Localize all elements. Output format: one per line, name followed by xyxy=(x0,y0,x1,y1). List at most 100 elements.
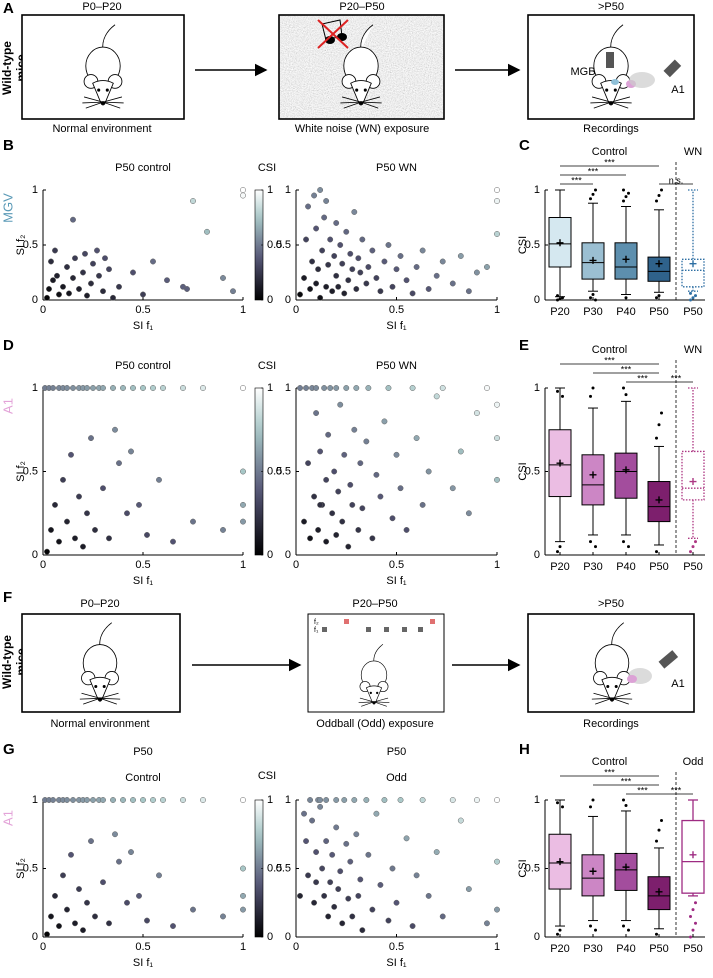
colorbar-tick-label: 0.5 xyxy=(267,239,282,251)
flier xyxy=(558,545,562,549)
point xyxy=(329,851,336,858)
point xyxy=(393,899,400,906)
point xyxy=(116,283,122,290)
point xyxy=(116,460,122,467)
point xyxy=(363,438,370,445)
flier xyxy=(556,932,559,936)
box xyxy=(681,450,705,501)
significance-label: *** xyxy=(671,373,682,383)
point xyxy=(56,923,62,929)
point xyxy=(90,260,96,267)
point xyxy=(381,797,388,803)
x-tick-label: 0.5 xyxy=(135,559,150,571)
point xyxy=(343,840,350,847)
point xyxy=(419,797,426,803)
colorbar-tick-label: 0 xyxy=(267,931,273,943)
point xyxy=(323,198,330,204)
stage-box xyxy=(278,14,445,120)
point xyxy=(50,797,56,803)
flier xyxy=(591,192,595,196)
significance-label: *** xyxy=(571,175,582,185)
x-tick-label: 0.5 xyxy=(389,559,404,571)
point xyxy=(323,838,330,845)
point xyxy=(313,410,320,416)
x-tick-label: 1 xyxy=(494,941,500,953)
point xyxy=(72,255,78,262)
point xyxy=(353,831,360,838)
point xyxy=(345,277,352,284)
point xyxy=(365,385,372,391)
point xyxy=(449,485,456,492)
y-axis-label-group: SI f₂ xyxy=(15,858,27,879)
region-label: MGV xyxy=(0,193,15,223)
flier xyxy=(694,294,697,298)
point xyxy=(425,468,432,475)
electrode-shadow xyxy=(629,72,655,88)
point xyxy=(60,476,66,483)
flier xyxy=(558,297,562,301)
x-axis-label: SI f₁ xyxy=(386,320,407,332)
point xyxy=(150,258,156,265)
y-tick-label: 1 xyxy=(285,794,291,806)
flier xyxy=(624,296,628,300)
point xyxy=(413,435,420,442)
point xyxy=(190,198,196,204)
point xyxy=(44,931,50,938)
y-tick-label: 1 xyxy=(534,382,540,394)
panel-f: F Wild-type mice P0–P20 Normal environme… xyxy=(0,589,695,730)
point xyxy=(494,231,500,237)
mean xyxy=(556,239,564,247)
point xyxy=(112,831,118,838)
point xyxy=(100,385,106,391)
point xyxy=(120,797,126,803)
region-label: A1 xyxy=(671,84,684,96)
point xyxy=(359,505,366,512)
flier xyxy=(594,928,597,932)
point xyxy=(365,851,372,858)
panel-letter: F xyxy=(3,589,12,606)
mean xyxy=(589,867,597,875)
chart-title: P50 WN xyxy=(376,162,417,174)
point xyxy=(331,903,338,910)
significance-label: *** xyxy=(637,373,648,383)
point xyxy=(68,451,74,458)
point xyxy=(303,236,309,243)
point xyxy=(351,209,358,215)
point xyxy=(335,488,342,495)
side-label-line: Wild-type xyxy=(0,41,14,95)
point xyxy=(325,913,332,920)
point xyxy=(100,485,106,492)
point xyxy=(70,216,76,223)
point xyxy=(56,291,62,298)
point xyxy=(100,879,106,886)
point xyxy=(349,501,356,508)
point xyxy=(50,277,56,284)
x-tick-label: P30 xyxy=(583,943,603,955)
region-label: A1 xyxy=(0,810,15,826)
point xyxy=(52,892,58,899)
flier xyxy=(660,819,663,823)
point xyxy=(311,192,318,199)
point xyxy=(297,291,303,298)
mean xyxy=(655,888,663,896)
point xyxy=(333,824,340,831)
point xyxy=(160,797,166,803)
point xyxy=(116,858,122,865)
point xyxy=(317,448,324,455)
point xyxy=(301,810,307,817)
point xyxy=(385,385,392,391)
point xyxy=(84,797,90,803)
point xyxy=(355,527,362,533)
point xyxy=(335,886,342,892)
stage-title: P0–P20 xyxy=(82,1,121,13)
x-tick-label: 1 xyxy=(240,941,246,953)
y-tick-label: 0.5 xyxy=(23,465,38,477)
y-tick-label: 0.5 xyxy=(276,239,291,251)
point xyxy=(329,510,336,517)
y-axis-label: CSI xyxy=(517,859,529,877)
point xyxy=(313,280,320,287)
point xyxy=(48,527,54,533)
point xyxy=(341,290,348,297)
point xyxy=(70,385,76,391)
y-tick-label: 1 xyxy=(32,794,38,806)
